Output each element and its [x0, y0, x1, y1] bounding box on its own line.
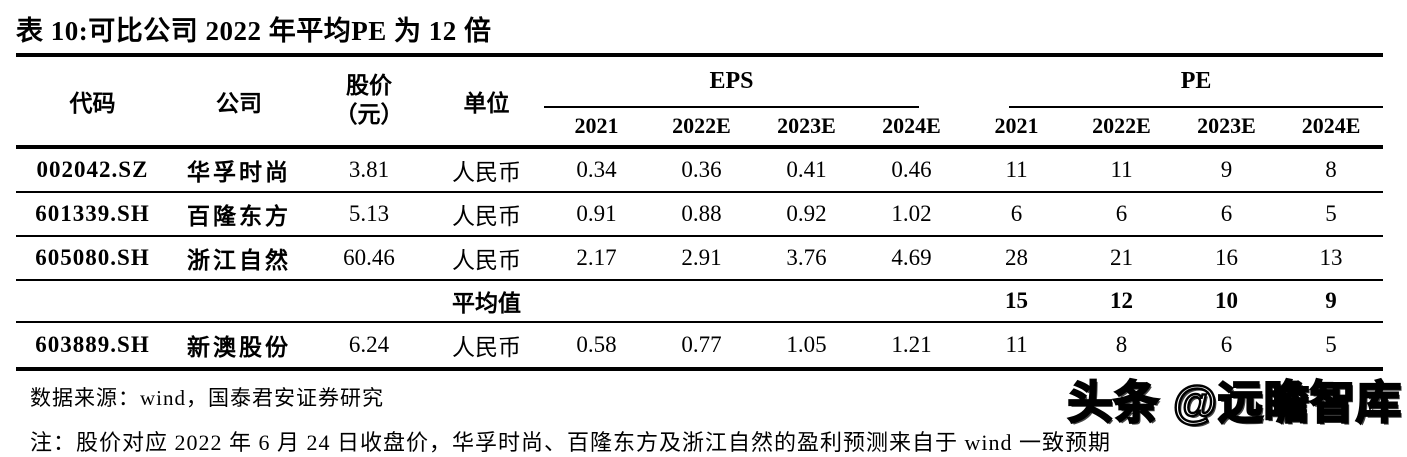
cell-empty: [544, 280, 649, 323]
cell-company: 浙江自然: [169, 236, 309, 281]
header-code: 代码: [16, 55, 169, 149]
header-row-groups: 代码 公司 股价 （元） 单位 EPS PE: [16, 55, 1384, 149]
header-pe-2024e: 2024E: [1279, 107, 1384, 149]
watermark: 头条 @远瞻智库: [1066, 376, 1402, 429]
cell-pe-2024e: 5: [1279, 322, 1384, 371]
cell-pe-2022e: 6: [1069, 192, 1175, 237]
header-price-line2: （元）: [334, 102, 404, 127]
cell-empty: [16, 280, 169, 323]
cell-empty: [754, 280, 859, 323]
eps-group-label: EPS: [709, 67, 754, 94]
cell-eps-2021: 2.17: [544, 236, 649, 281]
table-title: 表 10:可比公司 2022 年平均PE 为 12 倍: [16, 16, 492, 46]
cell-pe-2022e: 21: [1069, 236, 1175, 281]
data-source-note: 数据来源：wind，国泰君安证券研究: [30, 386, 384, 410]
cell-eps-2023e: 1.05: [754, 322, 859, 371]
cell-company: 百隆东方: [169, 192, 309, 237]
header-company: 公司: [169, 55, 309, 149]
cell-eps-2022e: 2.91: [649, 236, 754, 281]
cell-eps-2023e: 3.76: [754, 236, 859, 281]
cell-pe-2023e: 6: [1174, 322, 1280, 371]
cell-pe-2021: 28: [964, 236, 1070, 281]
table-row-average: 平均值 15 12 10 9: [16, 280, 1384, 323]
table-row: 605080.SH 浙江自然 60.46 人民币 2.17 2.91 3.76 …: [16, 236, 1384, 281]
cell-empty: [309, 280, 429, 323]
cell-pe-2024e: 5: [1279, 192, 1384, 237]
cell-pe-2021: 11: [964, 147, 1070, 193]
cell-pe-2024e: 8: [1279, 147, 1384, 193]
header-eps-2023e: 2023E: [754, 107, 859, 149]
header-eps-group: EPS: [544, 55, 964, 108]
cell-eps-2022e: 0.88: [649, 192, 754, 237]
cell-avg-pe-2021: 15: [964, 280, 1070, 323]
cell-eps-2021: 0.91: [544, 192, 649, 237]
cell-average-label: 平均值: [429, 280, 544, 323]
cell-unit: 人民币: [429, 192, 544, 237]
table-row: 601339.SH 百隆东方 5.13 人民币 0.91 0.88 0.92 1…: [16, 192, 1384, 237]
cell-price: 5.13: [309, 192, 429, 237]
cell-avg-pe-2022e: 12: [1069, 280, 1175, 323]
header-eps-2024e: 2024E: [859, 107, 965, 149]
comparable-companies-table: 代码 公司 股价 （元） 单位 EPS PE 2021 2022E 2023E …: [16, 53, 1384, 371]
cell-pe-2023e: 16: [1174, 236, 1280, 281]
cell-eps-2022e: 0.36: [649, 147, 754, 193]
cell-code: 601339.SH: [16, 192, 169, 237]
cell-price: 3.81: [309, 147, 429, 193]
cell-unit: 人民币: [429, 322, 544, 371]
cell-eps-2024e: 0.46: [859, 147, 965, 193]
cell-code: 605080.SH: [16, 236, 169, 281]
header-price-line1: 股价: [346, 73, 392, 99]
pe-group-label: PE: [1180, 67, 1212, 94]
cell-code: 603889.SH: [16, 322, 169, 371]
cell-unit: 人民币: [429, 236, 544, 281]
cell-pe-2024e: 13: [1279, 236, 1384, 281]
cell-pe-2023e: 9: [1174, 147, 1280, 193]
cell-pe-2021: 6: [964, 192, 1070, 237]
cell-pe-2021: 11: [964, 322, 1070, 371]
header-pe-group: PE: [964, 55, 1384, 108]
cell-eps-2023e: 0.41: [754, 147, 859, 193]
table-row: 603889.SH 新澳股份 6.24 人民币 0.58 0.77 1.05 1…: [16, 322, 1384, 371]
cell-eps-2021: 0.58: [544, 322, 649, 371]
cell-eps-2024e: 4.69: [859, 236, 965, 281]
table-row: 002042.SZ 华孚时尚 3.81 人民币 0.34 0.36 0.41 0…: [16, 147, 1384, 193]
cell-eps-2024e: 1.21: [859, 322, 965, 371]
cell-price: 60.46: [309, 236, 429, 281]
cell-company: 新澳股份: [169, 322, 309, 371]
header-eps-2022e: 2022E: [649, 107, 754, 149]
cell-company: 华孚时尚: [169, 147, 309, 193]
cell-empty: [649, 280, 754, 323]
cell-unit: 人民币: [429, 147, 544, 193]
header-pe-2023e: 2023E: [1174, 107, 1280, 149]
cell-pe-2022e: 11: [1069, 147, 1175, 193]
cell-empty: [169, 280, 309, 323]
cell-code: 002042.SZ: [16, 147, 169, 193]
header-unit: 单位: [429, 55, 544, 149]
cell-pe-2022e: 8: [1069, 322, 1175, 371]
cell-eps-2022e: 0.77: [649, 322, 754, 371]
cell-price: 6.24: [309, 322, 429, 371]
header-pe-2021: 2021: [964, 107, 1070, 149]
cell-empty: [859, 280, 965, 323]
header-pe-2022e: 2022E: [1069, 107, 1175, 149]
cell-avg-pe-2024e: 9: [1279, 280, 1384, 323]
cell-avg-pe-2023e: 10: [1174, 280, 1280, 323]
header-eps-2021: 2021: [544, 107, 649, 149]
cell-eps-2021: 0.34: [544, 147, 649, 193]
cell-eps-2024e: 1.02: [859, 192, 965, 237]
header-price: 股价 （元）: [309, 55, 429, 149]
cell-pe-2023e: 6: [1174, 192, 1280, 237]
header-row-years: 2021 2022E 2023E 2024E 2021 2022E 2023E …: [16, 107, 1384, 149]
cell-eps-2023e: 0.92: [754, 192, 859, 237]
